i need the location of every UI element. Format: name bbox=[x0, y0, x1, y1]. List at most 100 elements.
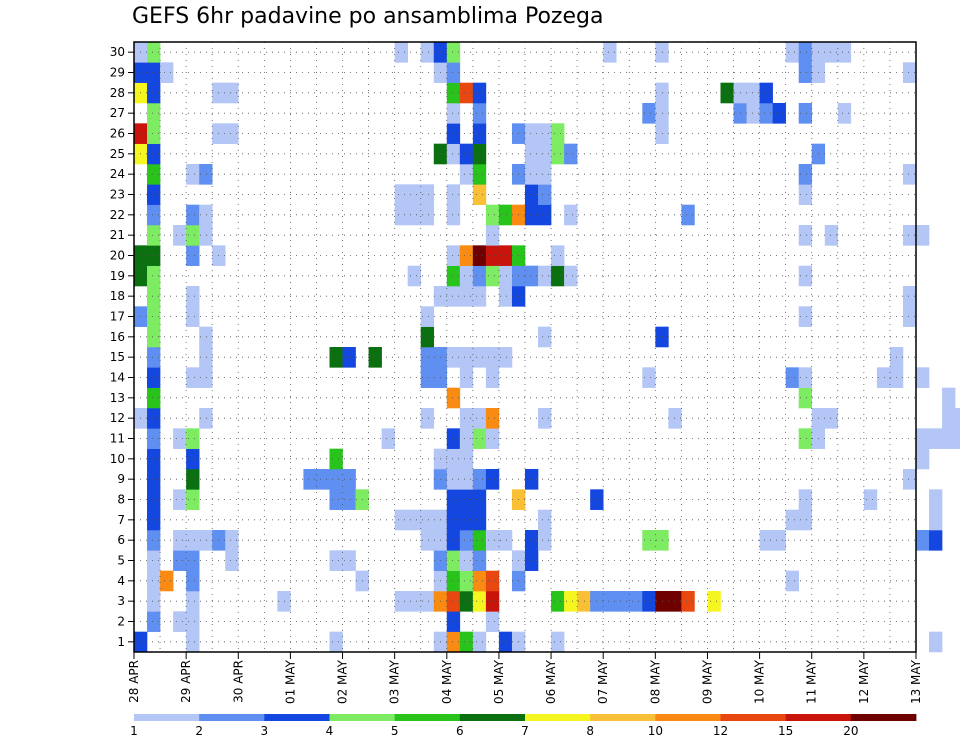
heatmap-cell bbox=[655, 42, 669, 63]
y-tick-label: 10 bbox=[110, 452, 125, 466]
heatmap-cells bbox=[134, 42, 960, 653]
heatmap-cell bbox=[459, 509, 474, 531]
heatmap-cell bbox=[459, 631, 474, 653]
heatmap-cell bbox=[446, 469, 461, 490]
x-tick-label: 04 MAY bbox=[440, 659, 454, 704]
heatmap-cell bbox=[446, 428, 461, 449]
colorbar-label: 15 bbox=[778, 724, 793, 738]
heatmap-cell bbox=[525, 530, 539, 551]
heatmap-cell bbox=[472, 509, 487, 531]
heatmap-cell bbox=[551, 245, 565, 266]
x-tick-label: 09 MAY bbox=[700, 659, 714, 704]
heatmap-cell bbox=[368, 347, 382, 368]
heatmap-cell bbox=[173, 611, 187, 632]
heatmap-cell bbox=[459, 469, 474, 490]
heatmap-cell bbox=[459, 265, 474, 287]
grid-lines bbox=[134, 42, 917, 652]
heatmap-cell bbox=[746, 103, 760, 124]
heatmap-cell bbox=[485, 591, 500, 612]
heatmap-cell bbox=[186, 591, 200, 612]
heatmap-cell bbox=[824, 225, 839, 246]
heatmap-cell bbox=[798, 42, 813, 63]
heatmap-cell bbox=[186, 611, 200, 632]
heatmap-cell bbox=[798, 225, 813, 246]
heatmap-cell bbox=[798, 489, 813, 510]
heatmap-cell bbox=[798, 428, 813, 449]
colorbar-swatch bbox=[850, 714, 917, 721]
heatmap-cell bbox=[459, 550, 474, 571]
heatmap-cell bbox=[798, 509, 813, 531]
heatmap-cell bbox=[798, 387, 813, 409]
heatmap-cell bbox=[902, 164, 917, 185]
heatmap-cell bbox=[785, 570, 799, 592]
heatmap-cell bbox=[147, 489, 161, 510]
heatmap-cell bbox=[538, 143, 552, 165]
heatmap-cell bbox=[173, 428, 187, 449]
heatmap-cell bbox=[538, 265, 552, 287]
heatmap-cell bbox=[147, 164, 161, 185]
heatmap-cell bbox=[160, 570, 174, 592]
heatmap-cell bbox=[472, 530, 487, 551]
heatmap-cell bbox=[485, 570, 500, 592]
heatmap-cell bbox=[199, 367, 213, 388]
heatmap-cell bbox=[498, 530, 513, 551]
heatmap-cell bbox=[186, 530, 200, 551]
heatmap-cell bbox=[929, 530, 943, 551]
heatmap-cell bbox=[837, 103, 852, 124]
heatmap-cell bbox=[186, 469, 200, 490]
heatmap-cell bbox=[798, 367, 813, 388]
heatmap-cell bbox=[147, 62, 161, 83]
heatmap-cell bbox=[485, 469, 500, 490]
heatmap-cell bbox=[707, 591, 721, 612]
heatmap-cell bbox=[564, 204, 578, 226]
heatmap-cell bbox=[472, 550, 487, 571]
heatmap-cell bbox=[147, 326, 161, 348]
heatmap-cell bbox=[472, 164, 487, 185]
heatmap-cell bbox=[446, 530, 461, 551]
heatmap-cell bbox=[551, 143, 565, 165]
heatmap-cell bbox=[446, 286, 461, 307]
y-tick-label: 20 bbox=[110, 249, 125, 263]
heatmap-cell bbox=[147, 103, 161, 124]
heatmap-cell bbox=[459, 347, 474, 368]
heatmap-cell bbox=[446, 103, 461, 124]
plot-frame bbox=[133, 41, 917, 653]
heatmap-cell bbox=[472, 469, 487, 490]
heatmap-cell bbox=[446, 347, 461, 368]
colorbar-swatch bbox=[264, 714, 330, 721]
heatmap-cell bbox=[472, 347, 487, 368]
heatmap-cell bbox=[147, 611, 161, 632]
heatmap-cell bbox=[147, 225, 161, 246]
heatmap-cell bbox=[785, 367, 799, 388]
heatmap-cell bbox=[147, 184, 161, 205]
heatmap-cell bbox=[472, 143, 487, 165]
heatmap-cell bbox=[525, 204, 539, 226]
heatmap-cell bbox=[446, 62, 461, 83]
heatmap-cell bbox=[498, 631, 513, 653]
heatmap-cell bbox=[472, 591, 487, 612]
colorbar-swatch bbox=[134, 714, 200, 721]
heatmap-cell bbox=[186, 286, 200, 307]
y-tick-label: 12 bbox=[110, 411, 125, 425]
heatmap-cell bbox=[472, 428, 487, 449]
y-tick-label: 18 bbox=[110, 289, 125, 303]
heatmap-cell bbox=[420, 306, 435, 327]
heatmap-cell bbox=[564, 143, 578, 165]
heatmap-cell bbox=[186, 245, 200, 266]
heatmap-cell bbox=[472, 184, 487, 205]
heatmap-cell bbox=[759, 82, 773, 104]
x-tick-label: 29 APR bbox=[179, 660, 193, 703]
heatmap-cell bbox=[147, 42, 161, 63]
heatmap-cell bbox=[407, 265, 422, 287]
heatmap-cell bbox=[655, 103, 669, 124]
heatmap-cell bbox=[446, 591, 461, 612]
heatmap-cell bbox=[147, 265, 161, 287]
heatmap-cell bbox=[863, 489, 878, 510]
heatmap-cell bbox=[186, 306, 200, 327]
y-tick-label: 7 bbox=[117, 513, 125, 527]
heatmap-cell bbox=[902, 306, 917, 327]
heatmap-cell bbox=[394, 184, 408, 205]
heatmap-cell bbox=[446, 489, 461, 510]
heatmap-cell bbox=[407, 204, 422, 226]
